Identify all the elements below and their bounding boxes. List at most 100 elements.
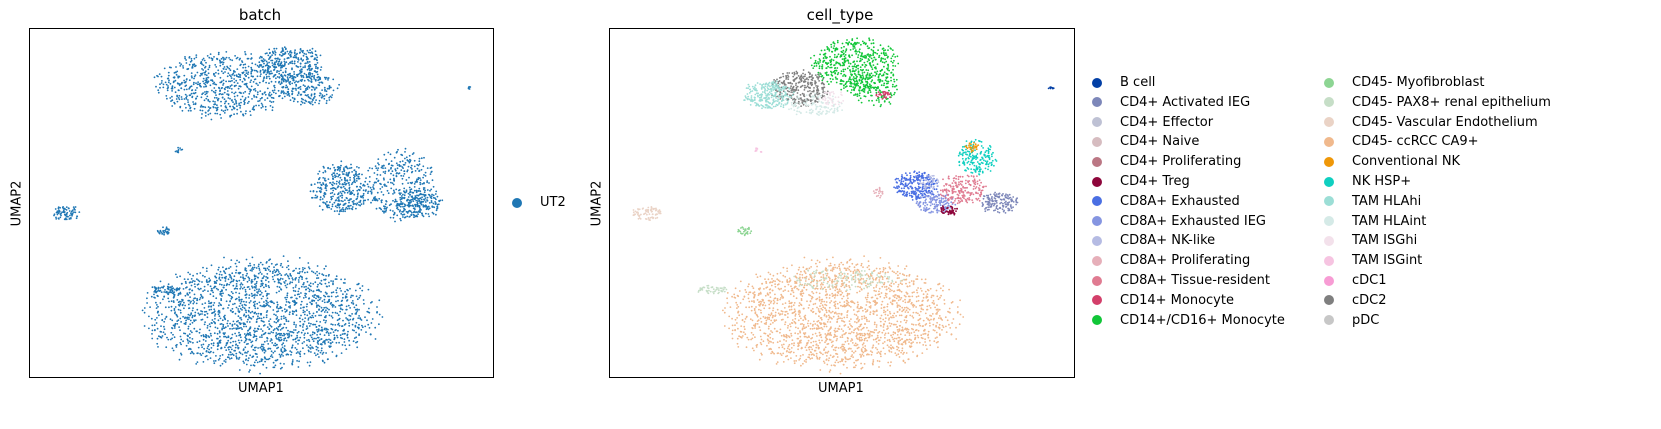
data-point xyxy=(915,311,918,314)
data-point xyxy=(836,330,839,332)
data-point xyxy=(347,330,349,333)
data-point xyxy=(163,295,166,298)
data-point xyxy=(239,302,242,305)
data-point xyxy=(323,196,326,198)
data-point xyxy=(365,331,367,333)
data-point xyxy=(395,172,398,175)
data-point xyxy=(930,318,932,321)
data-point xyxy=(241,298,243,301)
data-point xyxy=(215,66,218,68)
data-point xyxy=(212,342,215,345)
data-point xyxy=(755,306,757,308)
data-point xyxy=(264,91,266,94)
data-point xyxy=(333,201,336,204)
data-point xyxy=(220,347,222,350)
data-point xyxy=(351,206,354,208)
data-point xyxy=(431,206,434,208)
data-point xyxy=(903,319,906,322)
data-point xyxy=(751,347,754,350)
data-point xyxy=(214,315,216,317)
data-point xyxy=(334,306,337,308)
data-point xyxy=(304,99,307,102)
data-point xyxy=(72,206,75,209)
data-point xyxy=(321,328,323,331)
data-point xyxy=(57,207,60,210)
data-point xyxy=(300,76,303,78)
cell-type-scatter xyxy=(632,37,1055,375)
data-point xyxy=(322,360,324,363)
data-point xyxy=(285,84,288,87)
data-point xyxy=(863,339,866,342)
data-point xyxy=(267,301,269,304)
data-point xyxy=(350,294,353,297)
data-point xyxy=(291,90,293,92)
data-point xyxy=(261,104,264,106)
data-point xyxy=(338,181,340,184)
data-point xyxy=(310,303,313,306)
data-point xyxy=(315,302,318,304)
data-point xyxy=(176,70,179,73)
data-point xyxy=(199,328,201,331)
data-point xyxy=(321,300,324,302)
data-point xyxy=(233,327,235,330)
data-point xyxy=(210,287,213,290)
data-point xyxy=(849,306,852,308)
data-point xyxy=(249,300,252,302)
data-point xyxy=(243,286,246,289)
data-point xyxy=(209,357,212,359)
data-point xyxy=(244,352,246,354)
data-point xyxy=(325,203,327,206)
data-point xyxy=(146,302,148,304)
data-point xyxy=(215,71,217,74)
data-point xyxy=(247,73,249,75)
data-point xyxy=(184,85,187,87)
data-point xyxy=(297,366,300,368)
data-point xyxy=(282,326,285,329)
data-point xyxy=(427,213,430,215)
data-point xyxy=(198,340,201,343)
data-point xyxy=(782,352,785,355)
data-point xyxy=(874,299,876,302)
data-point xyxy=(229,327,231,330)
data-point xyxy=(761,353,763,356)
data-point xyxy=(297,272,299,274)
data-point xyxy=(219,64,222,67)
data-point xyxy=(342,200,344,203)
data-point xyxy=(174,322,177,325)
data-point xyxy=(340,352,343,354)
data-point xyxy=(335,289,338,292)
data-point xyxy=(300,285,303,288)
data-point xyxy=(229,80,232,83)
data-point xyxy=(426,206,428,208)
data-point xyxy=(399,209,401,212)
data-point xyxy=(307,78,309,81)
data-point xyxy=(176,323,179,325)
data-point xyxy=(265,304,268,307)
data-point xyxy=(340,192,343,195)
data-point xyxy=(356,346,359,349)
data-point xyxy=(204,91,206,93)
data-point xyxy=(334,169,336,172)
data-point xyxy=(423,174,425,176)
data-point xyxy=(218,311,221,314)
data-point xyxy=(784,289,786,291)
data-point xyxy=(827,332,829,335)
data-point xyxy=(177,294,180,296)
data-point xyxy=(179,311,182,314)
data-point xyxy=(349,167,351,170)
data-point xyxy=(229,294,231,297)
data-point xyxy=(266,71,269,74)
data-point xyxy=(171,105,174,107)
data-point xyxy=(219,92,222,95)
data-point xyxy=(282,90,285,92)
data-point xyxy=(219,76,222,79)
data-point xyxy=(183,81,186,84)
data-point xyxy=(336,334,338,337)
data-point xyxy=(243,314,245,317)
data-point xyxy=(251,295,254,297)
data-point xyxy=(345,189,347,192)
data-point xyxy=(303,102,306,104)
data-point xyxy=(351,323,354,326)
data-point xyxy=(167,286,170,289)
data-point xyxy=(899,305,902,308)
